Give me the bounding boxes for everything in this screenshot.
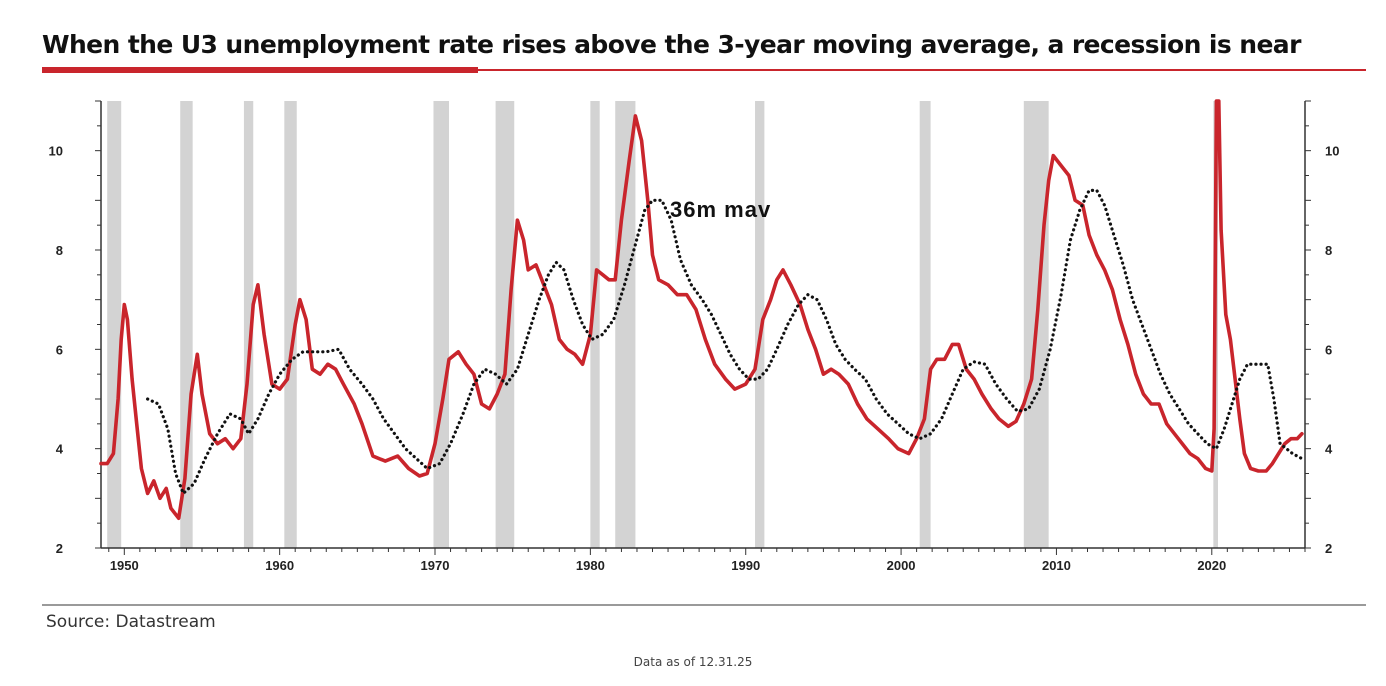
axes: 2 2 4 4 6 6 8 8 10 10 1950 1960 1970 1980 1990 2000 2010… [49,100,1339,573]
x-tick-label: 2020 [1197,558,1226,573]
y-tick-label-left: 6 [56,342,63,357]
mav-annotation: 36m mav [670,197,771,222]
recession-band [755,101,765,548]
series-lines [99,99,1304,520]
source-note: Source: Datastream [46,612,216,632]
x-tick-label: 2010 [1042,558,1071,573]
mav-36m-line [146,188,1304,495]
y-tick-label-right: 8 [1325,243,1332,258]
recession-band [590,101,600,548]
recession-band [107,101,122,548]
y-tick-label-left: 2 [56,541,63,556]
x-tick-label: 1970 [421,558,450,573]
recession-band [284,101,297,548]
x-tick-label: 2000 [887,558,916,573]
x-tick-label: 1950 [110,558,139,573]
recession-band [615,101,636,548]
y-tick-label-left: 4 [56,442,64,457]
recession-band [180,101,193,548]
line-chart: 2 2 4 4 6 6 8 8 10 10 1950 1960 1970 1980 1990 2000 2010… [49,99,1339,573]
chart-title: When the U3 unemployment rate rises abov… [42,30,1301,59]
recession-band [495,101,515,548]
recession-bands [107,101,1219,548]
recession-band [919,101,931,548]
y-tick-label-left: 8 [56,243,63,258]
source-divider [42,604,1366,606]
data-date-note: Data as of 12.31.25 [633,655,753,669]
y-tick-label-right: 10 [1325,144,1339,159]
y-tick-label-right: 6 [1325,342,1332,357]
y-tick-label-right: 2 [1325,541,1332,556]
recession-band [433,101,449,548]
y-tick-label-left: 10 [49,144,63,159]
title-underline [42,69,1366,71]
title-accent-bar [42,67,478,73]
x-tick-label: 1960 [265,558,294,573]
y-tick-label-right: 4 [1325,442,1333,457]
x-tick-label: 1980 [576,558,605,573]
recession-band [243,101,254,548]
u3-unemployment-line [99,99,1304,520]
x-tick-label: 1990 [731,558,760,573]
